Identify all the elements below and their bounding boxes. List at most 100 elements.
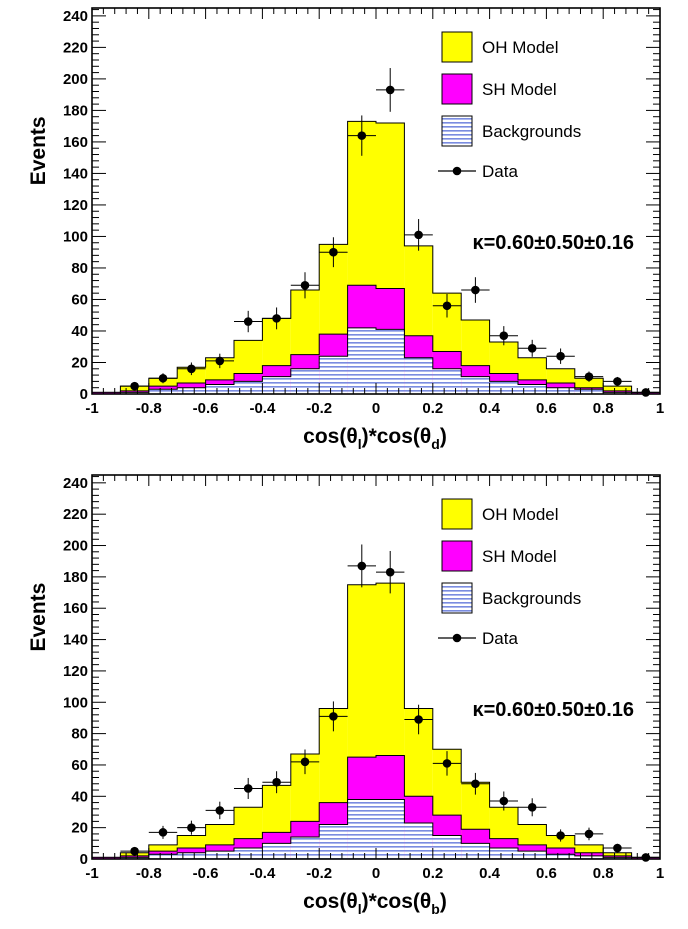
data-marker	[385, 567, 395, 577]
x-tick-label: 0.8	[593, 400, 614, 417]
data-marker	[357, 561, 367, 571]
y-tick-label: 0	[80, 386, 88, 403]
data-marker	[556, 351, 565, 361]
x-tick-label: 1	[656, 400, 664, 417]
data-point	[120, 381, 149, 391]
bar	[376, 329, 405, 394]
bar	[432, 835, 462, 859]
data-point	[262, 307, 291, 330]
x-tick-label: 0.4	[479, 400, 501, 417]
bar	[461, 376, 490, 394]
bar	[489, 381, 518, 394]
series-backgrounds	[92, 798, 660, 860]
y-axis-label: Events	[27, 583, 50, 652]
x-tick-label: 0.2	[422, 865, 443, 882]
data-marker	[442, 301, 452, 311]
data-marker	[584, 372, 594, 381]
x-tick-label: -0.8	[136, 400, 162, 417]
series-outline	[91, 755, 661, 859]
y-tick-label: 0	[80, 851, 88, 868]
legend-swatch	[441, 582, 473, 614]
series-outline	[92, 798, 660, 860]
bar	[546, 387, 575, 394]
legend-label: Data	[482, 629, 518, 648]
bar	[262, 843, 291, 859]
x-axis-label-part: )*cos(θ	[362, 425, 432, 448]
kappa-annotation: κ=0.60±0.50±0.16	[472, 699, 634, 721]
bar	[148, 389, 178, 394]
legend-data-marker	[452, 166, 462, 176]
bar	[461, 843, 490, 859]
data-point	[205, 801, 234, 820]
data-marker	[471, 285, 480, 295]
x-tick-label: 0.4	[479, 865, 501, 882]
chart-panel-2: -1 -0.8 -0.6 -0.4 -0.2 0 0.2 0.4 0.6 0.8 1 0 20 40 60 8…	[27, 474, 664, 917]
data-marker	[272, 777, 281, 787]
x-tick-label: -0.4	[249, 400, 276, 417]
bar	[319, 356, 348, 394]
data-point	[404, 704, 433, 735]
x-axis-label-subscript: l	[358, 436, 362, 452]
bar	[347, 327, 376, 394]
data-marker	[158, 828, 168, 837]
y-tick-label: 40	[71, 323, 88, 340]
data-point	[574, 827, 604, 841]
legend-label: SH Model	[482, 547, 557, 566]
x-tick-label: 0.8	[593, 865, 614, 882]
y-tick-label: 240	[63, 8, 88, 25]
series-backgrounds	[92, 327, 660, 395]
data-marker	[300, 280, 310, 290]
series-outline	[91, 284, 661, 394]
data-point	[461, 772, 490, 795]
data-point	[631, 853, 660, 862]
data-point	[518, 339, 547, 357]
bar	[574, 855, 604, 859]
y-tick-label: 20	[71, 820, 88, 837]
data-point	[489, 326, 518, 346]
x-tick-label: 1	[656, 865, 664, 882]
x-tick-label: -0.8	[136, 865, 162, 882]
data-point	[290, 272, 320, 299]
axis-ticks	[91, 8, 661, 395]
y-tick-label: 200	[63, 71, 88, 88]
bar	[603, 386, 632, 394]
legend-data-marker	[452, 633, 462, 643]
bar	[347, 799, 376, 859]
x-tick-label: 0	[372, 400, 380, 417]
bar	[205, 851, 234, 859]
x-axis-label-part: cos(θ	[303, 425, 358, 448]
data-marker	[187, 823, 196, 832]
data-marker	[471, 779, 480, 789]
bar	[234, 381, 263, 394]
x-axis-label-part: )	[440, 425, 447, 448]
data-point	[603, 376, 632, 386]
bar	[148, 854, 178, 859]
y-axis-label: Events	[27, 116, 50, 185]
data-point	[347, 115, 376, 156]
data-marker	[215, 356, 225, 366]
data-point	[546, 348, 575, 364]
legend-swatch	[441, 115, 473, 147]
legend-label: Backgrounds	[482, 589, 581, 608]
data-marker	[243, 784, 253, 793]
data-point	[234, 310, 263, 333]
legend-swatch	[441, 73, 473, 105]
y-tick-label: 200	[63, 538, 88, 555]
bar	[290, 368, 320, 394]
legend-swatch	[441, 498, 473, 530]
y-tick-label: 100	[63, 694, 88, 711]
data-marker	[329, 247, 338, 257]
data-marker	[499, 331, 509, 341]
data-marker	[357, 131, 367, 140]
data-marker	[130, 381, 139, 391]
legend-swatch	[441, 31, 473, 63]
data-marker	[329, 712, 338, 721]
data-point	[177, 362, 206, 376]
x-axis-label-part: )*cos(θ	[362, 890, 432, 913]
legend: OH Model SH Model Backgrounds Data	[438, 498, 581, 648]
legend-label: OH Model	[482, 505, 559, 524]
legend-label: OH Model	[482, 38, 559, 57]
data-point	[461, 277, 490, 303]
